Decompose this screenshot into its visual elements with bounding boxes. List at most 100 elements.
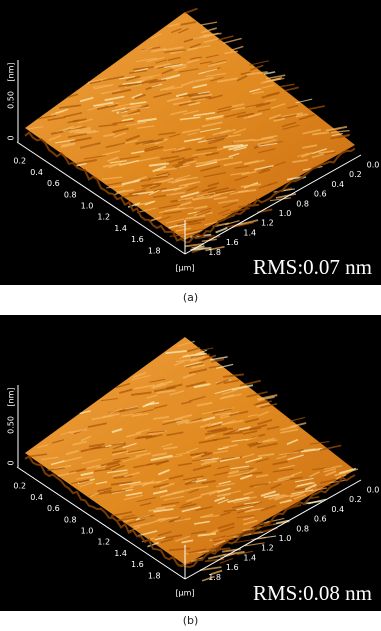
texture <box>275 519 289 525</box>
texture <box>188 45 211 50</box>
texture <box>217 35 234 41</box>
texture <box>156 167 177 172</box>
edge <box>24 131 186 243</box>
texture <box>276 455 287 460</box>
texture <box>37 444 49 449</box>
texture <box>159 85 175 92</box>
z-axis-label: 0.50 <box>7 91 16 109</box>
texture <box>120 194 139 198</box>
texture <box>292 158 309 163</box>
texture <box>125 134 141 142</box>
texture <box>160 538 174 544</box>
texture <box>188 101 201 106</box>
texture <box>87 77 108 83</box>
texture <box>200 457 219 462</box>
texture <box>241 170 257 176</box>
texture <box>148 175 169 180</box>
texture <box>246 468 257 475</box>
texture <box>181 506 201 513</box>
texture <box>309 471 320 478</box>
texture <box>207 61 226 67</box>
texture <box>205 151 219 157</box>
texture <box>204 423 222 430</box>
texture <box>186 495 203 503</box>
texture <box>159 203 181 209</box>
texture <box>196 401 213 407</box>
texture <box>47 467 65 472</box>
texture <box>295 98 313 104</box>
texture <box>257 394 278 401</box>
texture <box>193 111 216 117</box>
texture <box>139 502 152 507</box>
texture <box>95 464 108 469</box>
texture <box>139 74 161 80</box>
texture <box>199 513 214 519</box>
texture <box>266 426 280 430</box>
texture <box>179 503 197 509</box>
texture <box>274 494 288 501</box>
edge <box>184 474 356 568</box>
texture <box>193 520 210 525</box>
texture <box>279 83 295 88</box>
texture <box>226 532 244 538</box>
texture <box>101 150 120 157</box>
texture <box>187 132 198 136</box>
texture <box>65 449 79 456</box>
texture <box>88 443 105 448</box>
texture <box>212 436 231 441</box>
texture <box>188 548 207 555</box>
texture <box>242 430 258 435</box>
texture <box>168 23 180 28</box>
texture <box>68 468 86 474</box>
texture <box>166 454 183 459</box>
texture <box>184 214 206 220</box>
texture <box>330 133 351 140</box>
texture <box>182 475 204 481</box>
texture <box>218 198 239 205</box>
texture <box>230 171 249 176</box>
texture <box>117 516 138 522</box>
texture <box>175 227 192 232</box>
texture <box>135 57 158 63</box>
texture <box>174 65 187 72</box>
texture <box>316 484 332 488</box>
texture <box>191 457 213 462</box>
texture <box>219 525 235 533</box>
texture <box>76 475 94 480</box>
texture <box>78 129 96 134</box>
y-tick-label: 0.0 <box>367 161 380 170</box>
texture <box>95 481 108 485</box>
texture <box>150 454 173 462</box>
texture <box>134 93 146 100</box>
texture <box>162 419 183 426</box>
texture <box>219 411 240 417</box>
texture <box>41 456 59 461</box>
texture <box>121 179 141 186</box>
texture <box>230 103 245 108</box>
texture <box>243 113 262 119</box>
texture <box>223 160 243 167</box>
texture <box>294 477 314 483</box>
texture <box>174 413 193 421</box>
texture <box>312 131 330 136</box>
texture <box>118 108 131 113</box>
texture <box>156 389 176 394</box>
x-tick-label: 1.6 <box>131 235 144 244</box>
texture <box>199 127 221 133</box>
texture <box>272 460 289 466</box>
texture <box>192 83 208 89</box>
texture <box>112 127 129 134</box>
texture <box>257 419 273 425</box>
texture <box>261 91 280 99</box>
texture <box>111 428 123 434</box>
texture <box>113 189 126 196</box>
texture <box>128 106 150 111</box>
texture <box>230 45 244 52</box>
texture <box>200 460 218 466</box>
y-tick-label: 1.2 <box>261 544 274 553</box>
texture <box>163 418 184 423</box>
texture <box>149 184 161 190</box>
texture <box>323 464 343 470</box>
texture <box>302 144 318 149</box>
x-tick-label: 0.6 <box>47 504 60 513</box>
